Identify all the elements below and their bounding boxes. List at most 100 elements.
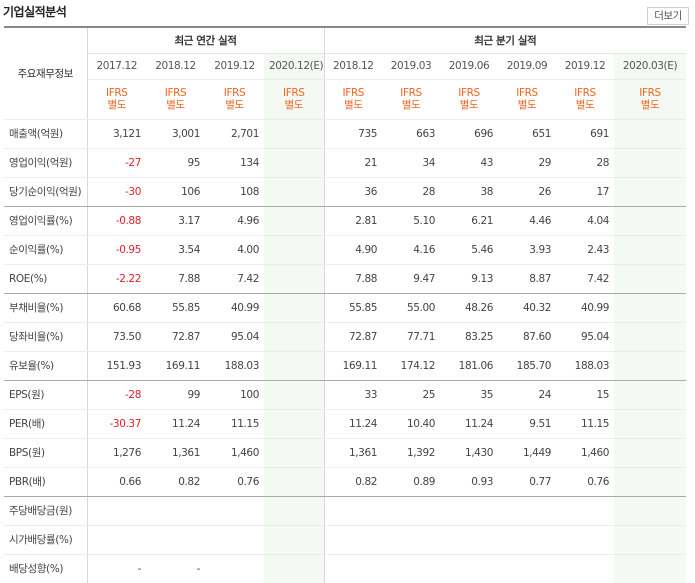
row-label: 영업이익(억원) <box>4 148 88 178</box>
table-cell <box>87 496 146 526</box>
table-cell <box>264 322 325 352</box>
separate-basis-label: 별도 <box>517 99 537 111</box>
table-cell <box>87 525 146 555</box>
period-header: 2019.03 <box>382 53 441 80</box>
table-cell: 99 <box>146 380 205 410</box>
row-label: 유보율(%) <box>4 351 88 381</box>
table-row: 부채비율(%) 60.68 55.85 40.99 55.85 55.00 48.26 40.… <box>4 293 687 323</box>
table-cell <box>614 554 687 583</box>
table-cell: 0.89 <box>382 467 441 497</box>
table-cell: 0.93 <box>440 467 499 497</box>
table-cell: 2.81 <box>324 206 383 236</box>
table-cell: 1,392 <box>382 438 441 468</box>
table-cell <box>146 496 205 526</box>
ifrs-standard-header: IFRS 별도 <box>146 79 205 120</box>
table-cell <box>556 496 615 526</box>
table-cell <box>382 554 441 583</box>
ifrs-standard-header: IFRS 별도 <box>87 79 146 120</box>
table-cell <box>614 264 687 294</box>
table-cell: 174.12 <box>382 351 441 381</box>
table-cell: 5.46 <box>440 235 499 265</box>
table-cell: 72.87 <box>146 322 205 352</box>
ifrs-standard-header: IFRS 별도 <box>205 79 264 120</box>
table-cell <box>498 496 557 526</box>
table-cell: 0.77 <box>498 467 557 497</box>
table-cell <box>324 525 383 555</box>
table-cell: 87.60 <box>498 322 557 352</box>
table-cell: 3,001 <box>146 119 205 149</box>
table-cell: 181.06 <box>440 351 499 381</box>
table-cell: -28 <box>87 380 146 410</box>
table-cell: 134 <box>205 148 264 178</box>
table-cell: 28 <box>382 177 441 207</box>
ifrs-label: IFRS <box>106 87 128 99</box>
table-cell: 735 <box>324 119 383 149</box>
section-title: 기업실적분석 <box>3 5 67 19</box>
table-cell: 55.00 <box>382 293 441 323</box>
section-header: 기업실적분석 더보기 <box>0 0 695 25</box>
row-label: 부채비율(%) <box>4 293 88 323</box>
table-cell: 4.16 <box>382 235 441 265</box>
table-cell <box>614 148 687 178</box>
table-cell: 4.00 <box>205 235 264 265</box>
table-cell: 663 <box>382 119 441 149</box>
table-cell <box>614 467 687 497</box>
table-row: PBR(배) 0.66 0.82 0.76 0.82 0.89 0.93 0.77 0.76 <box>4 467 687 497</box>
table-cell: -2.22 <box>87 264 146 294</box>
table-cell: 34 <box>382 148 441 178</box>
table-cell: 169.11 <box>324 351 383 381</box>
table-cell <box>264 293 325 323</box>
ifrs-label: IFRS <box>516 87 538 99</box>
separate-basis-label: 별도 <box>284 99 304 111</box>
table-cell: 7.88 <box>146 264 205 294</box>
more-button[interactable]: 더보기 <box>647 7 689 25</box>
table-cell: 4.90 <box>324 235 383 265</box>
table-cell: 1,460 <box>205 438 264 468</box>
table-cell <box>264 380 325 410</box>
table-cell: 8.87 <box>498 264 557 294</box>
table-cell: 6.21 <box>440 206 499 236</box>
row-label: 주당배당금(원) <box>4 496 88 526</box>
table-cell: 24 <box>498 380 557 410</box>
table-cell <box>264 554 325 583</box>
table-cell <box>205 525 264 555</box>
table-cell: 40.99 <box>205 293 264 323</box>
table-cell <box>264 264 325 294</box>
row-label: PER(배) <box>4 409 88 439</box>
separate-basis-label: 별도 <box>401 99 421 111</box>
table-cell: 188.03 <box>556 351 615 381</box>
table-cell: 0.76 <box>556 467 615 497</box>
separate-basis-label: 별도 <box>344 99 363 111</box>
table-row: 주당배당금(원) <box>4 496 687 526</box>
table-cell: 17 <box>556 177 615 207</box>
row-label: EPS(원) <box>4 380 88 410</box>
table-cell: 11.24 <box>440 409 499 439</box>
table-row: 당기순이익(억원) -30 106 108 36 28 38 26 17 <box>4 177 687 207</box>
table-cell: 40.99 <box>556 293 615 323</box>
separate-basis-label: 별도 <box>459 99 479 111</box>
table-cell <box>614 525 687 555</box>
table-cell: 29 <box>498 148 557 178</box>
table-cell: 83.25 <box>440 322 499 352</box>
period-header: 2020.12(E) <box>264 53 325 80</box>
table-cell: 28 <box>556 148 615 178</box>
table-cell: 4.96 <box>205 206 264 236</box>
table-cell <box>205 496 264 526</box>
separate-basis-label: 별도 <box>166 99 185 111</box>
table-cell: -30.37 <box>87 409 146 439</box>
table-cell: 11.24 <box>146 409 205 439</box>
table-cell: 188.03 <box>205 351 264 381</box>
table-cell: 77.71 <box>382 322 441 352</box>
separate-basis-label: 별도 <box>640 99 660 111</box>
ifrs-label: IFRS <box>574 87 596 99</box>
table-row: ROE(%) -2.22 7.88 7.42 7.88 9.47 9.13 8.87 7.42 <box>4 264 687 294</box>
table-row: BPS(원) 1,276 1,361 1,460 1,361 1,392 1,430 1,44… <box>4 438 687 468</box>
ifrs-label: IFRS <box>400 87 422 99</box>
table-cell <box>264 351 325 381</box>
ifrs-standard-header: IFRS 별도 <box>382 79 441 120</box>
financial-summary-table: 주요재무정보 최근 연간 실적 최근 분기 실적 2017.12 2018.12 2… <box>4 26 687 583</box>
table-cell <box>440 525 499 555</box>
annual-group-header: 최근 연간 실적 <box>87 26 325 54</box>
table-cell: 3.93 <box>498 235 557 265</box>
table-cell <box>205 554 264 583</box>
